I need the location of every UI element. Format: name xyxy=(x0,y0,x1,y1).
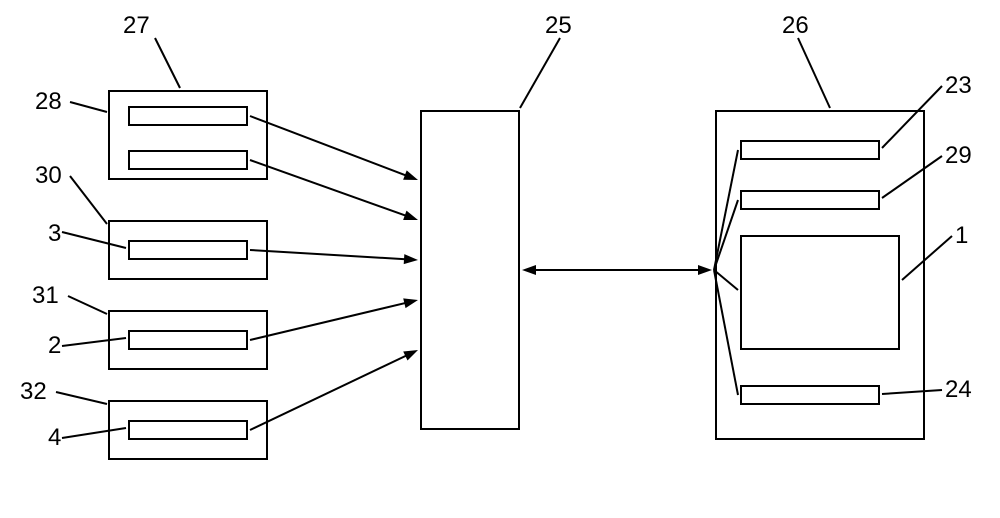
diagram-connectors xyxy=(0,0,1000,518)
